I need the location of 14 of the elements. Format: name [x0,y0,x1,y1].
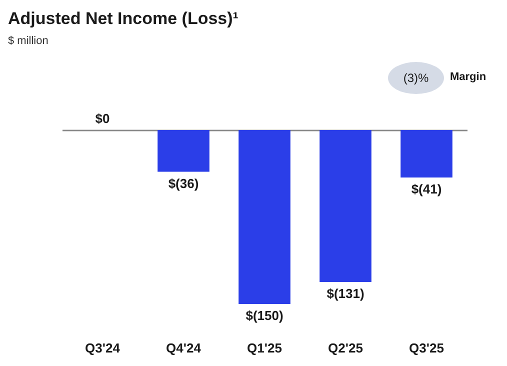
data-label: $0 [95,111,110,126]
x-tick-label: Q3'25 [409,340,444,356]
data-label: $(150) [246,308,284,323]
x-tick-label: Q1'25 [247,340,282,356]
data-label: $(131) [326,286,364,301]
x-tick-label: Q3'24 [85,340,121,356]
data-label: $(41) [411,182,442,197]
text: (3)% [388,62,444,94]
text: Margin [450,71,486,83]
chart-subtitle: $ million [8,35,48,47]
x-tick-label: Q4'24 [166,340,202,356]
chart-title: Adjusted Net Income (Loss)¹ [8,9,238,29]
x-tick-label: Q2'25 [328,340,363,356]
data-label: $(36) [168,176,199,191]
